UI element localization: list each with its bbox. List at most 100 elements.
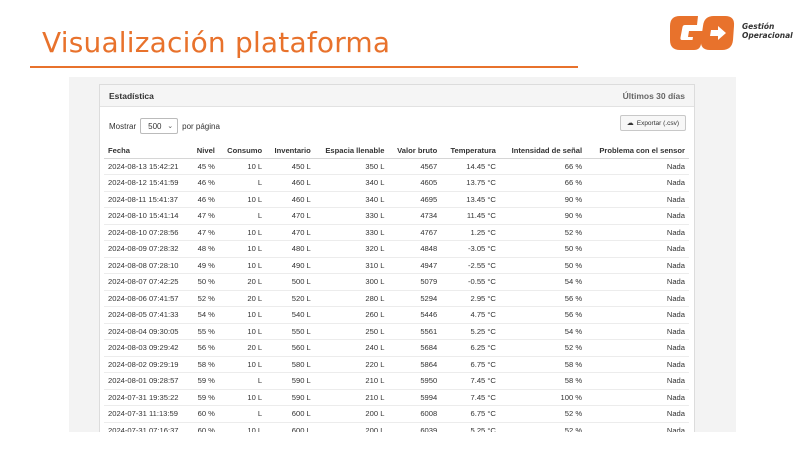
cell-raw-value: 6008 xyxy=(388,405,442,423)
cell-sensor-problem: Nada xyxy=(586,389,689,406)
column-header-sensor-problem[interactable]: Problema con el sensor xyxy=(586,143,689,159)
cell-sensor-problem: Nada xyxy=(586,257,689,274)
table-row: 2024-07-31 19:35:22 59 % 10 L 590 L 210 L 599… xyxy=(104,389,689,406)
cell-fillable-space: 210 L xyxy=(314,389,389,406)
cell-fillable-space: 210 L xyxy=(314,372,389,390)
cell-level: 47 % xyxy=(190,207,219,225)
cell-signal-strength: 100 % xyxy=(499,389,587,406)
cell-inventory: 520 L xyxy=(266,290,315,307)
cell-signal-strength: 52 % xyxy=(499,224,587,241)
cell-level: 46 % xyxy=(190,191,219,208)
cell-raw-value: 5994 xyxy=(388,389,442,406)
cell-temperature: 5.25 °C xyxy=(441,323,500,340)
panel-title: Estadística xyxy=(109,90,154,101)
cell-fillable-space: 260 L xyxy=(314,306,389,324)
cell-date: 2024-07-31 07:16:37 xyxy=(104,422,191,432)
cell-fillable-space: 330 L xyxy=(314,207,389,225)
cell-sensor-problem: Nada xyxy=(586,158,689,175)
cell-consumption: L xyxy=(218,174,267,192)
cell-date: 2024-08-06 07:41:57 xyxy=(104,290,191,307)
cell-signal-strength: 52 % xyxy=(499,405,587,423)
cell-fillable-space: 310 L xyxy=(314,257,389,274)
title-underline xyxy=(30,66,578,68)
page-size-value: 500 xyxy=(148,121,162,131)
page-size-select[interactable]: 500 ⌄ xyxy=(140,118,179,134)
table-row: 2024-08-10 07:28:56 47 % 10 L 470 L 330 L 476… xyxy=(104,224,689,241)
cell-date: 2024-08-11 15:41:37 xyxy=(104,191,191,208)
cell-raw-value: 4947 xyxy=(388,257,442,274)
table-row: 2024-08-08 07:28:10 49 % 10 L 490 L 310 L 494… xyxy=(104,257,689,274)
cell-fillable-space: 300 L xyxy=(314,273,389,291)
cell-date: 2024-08-10 07:28:56 xyxy=(104,224,191,241)
cell-level: 49 % xyxy=(190,257,219,274)
cell-raw-value: 5446 xyxy=(388,306,442,324)
table-row: 2024-08-13 15:42:21 45 % 10 L 450 L 350 L 456… xyxy=(104,158,689,175)
cell-sensor-problem: Nada xyxy=(586,224,689,241)
column-header-temperature[interactable]: Temperatura xyxy=(441,143,500,159)
cell-consumption: L xyxy=(218,372,267,390)
cell-inventory: 600 L xyxy=(266,422,315,432)
cell-consumption: 20 L xyxy=(218,273,267,291)
chevron-down-icon: ⌄ xyxy=(167,123,174,130)
cell-level: 60 % xyxy=(190,405,219,423)
cell-temperature: 6.75 °C xyxy=(441,405,500,423)
cell-level: 56 % xyxy=(190,339,219,357)
show-suffix: por página xyxy=(182,121,220,131)
cell-sensor-problem: Nada xyxy=(586,405,689,423)
cell-raw-value: 5079 xyxy=(388,273,442,291)
table-row: 2024-08-02 09:29:19 58 % 10 L 580 L 220 L 586… xyxy=(104,356,689,373)
cell-level: 60 % xyxy=(190,422,219,432)
cell-sensor-problem: Nada xyxy=(586,422,689,432)
cell-signal-strength: 52 % xyxy=(499,422,587,432)
table-header-row: Fecha Nivel Consumo Inventario Espacia llena… xyxy=(104,143,689,159)
cell-fillable-space: 330 L xyxy=(314,224,389,241)
cell-raw-value: 4605 xyxy=(388,174,442,192)
cell-raw-value: 4695 xyxy=(388,191,442,208)
cell-signal-strength: 56 % xyxy=(499,290,587,307)
cell-date: 2024-08-08 07:28:10 xyxy=(104,257,191,274)
column-header-inventory[interactable]: Inventario xyxy=(266,143,315,159)
cell-raw-value: 6039 xyxy=(388,422,442,432)
cell-inventory: 460 L xyxy=(266,174,315,192)
cell-fillable-space: 250 L xyxy=(314,323,389,340)
cell-raw-value: 4767 xyxy=(388,224,442,241)
cell-level: 52 % xyxy=(190,290,219,307)
cell-temperature: 7.45 °C xyxy=(441,372,500,390)
cell-level: 58 % xyxy=(190,356,219,373)
column-header-fillable-space[interactable]: Espacia llenable xyxy=(314,143,389,159)
cell-inventory: 590 L xyxy=(266,372,315,390)
go-logo-icon xyxy=(670,16,735,50)
table-controls: Mostrar 500 ⌄ por página ☁ Exportar (.cs… xyxy=(100,107,694,143)
cell-date: 2024-08-12 15:41:59 xyxy=(104,174,191,192)
cell-temperature: 13.75 °C xyxy=(441,174,500,192)
cell-temperature: 14.45 °C xyxy=(441,158,500,175)
period-label: Últimos 30 días xyxy=(622,90,685,101)
cell-sensor-problem: Nada xyxy=(586,191,689,208)
cell-date: 2024-08-04 09:30:05 xyxy=(104,323,191,340)
table-row: 2024-08-03 09:29:42 56 % 20 L 560 L 240 L 568… xyxy=(104,339,689,357)
cell-sensor-problem: Nada xyxy=(586,339,689,357)
cell-sensor-problem: Nada xyxy=(586,306,689,324)
logo-line-2: Operacional xyxy=(742,31,793,40)
cell-signal-strength: 54 % xyxy=(499,323,587,340)
table-row: 2024-08-10 15:41:14 47 % L 470 L 330 L 4734 11… xyxy=(104,207,689,225)
cell-fillable-space: 350 L xyxy=(314,158,389,175)
cell-date: 2024-08-13 15:42:21 xyxy=(104,158,191,175)
cell-inventory: 470 L xyxy=(266,224,315,241)
column-header-level[interactable]: Nivel xyxy=(190,143,219,159)
cell-signal-strength: 50 % xyxy=(499,257,587,274)
cell-temperature: -2.55 °C xyxy=(441,257,500,274)
column-header-consumption[interactable]: Consumo xyxy=(218,143,267,159)
platform-screenshot: Estadística Últimos 30 días Mostrar 500 … xyxy=(69,77,736,432)
panel-header: Estadística Últimos 30 días xyxy=(100,85,694,107)
cell-date: 2024-07-31 11:13:59 xyxy=(104,405,191,423)
table-row: 2024-07-31 07:16:37 60 % 10 L 600 L 200 L 603… xyxy=(104,422,689,432)
export-csv-button[interactable]: ☁ Exportar (.csv) xyxy=(619,115,686,131)
table-row: 2024-08-04 09:30:05 55 % 10 L 550 L 250 L 556… xyxy=(104,323,689,340)
table-row: 2024-08-09 07:28:32 48 % 10 L 480 L 320 L 484… xyxy=(104,240,689,258)
table-row: 2024-08-07 07:42:25 50 % 20 L 500 L 300 L 507… xyxy=(104,273,689,291)
column-header-raw-value[interactable]: Valor bruto xyxy=(388,143,442,159)
column-header-date[interactable]: Fecha xyxy=(104,143,191,159)
column-header-signal-strength[interactable]: Intensidad de señal xyxy=(499,143,587,159)
cell-consumption: 10 L xyxy=(218,306,267,324)
